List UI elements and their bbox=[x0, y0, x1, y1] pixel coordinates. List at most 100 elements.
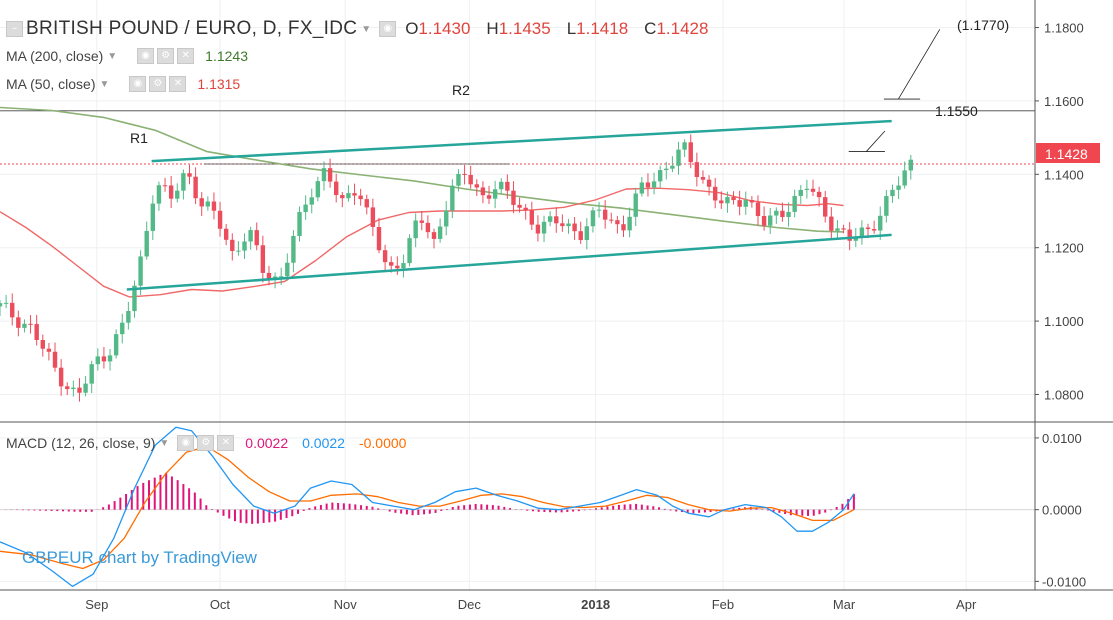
candle-body bbox=[829, 216, 834, 231]
close-value: 1.1428 bbox=[656, 19, 709, 38]
symbol-title[interactable]: BRITISH POUND / EURO, D, FX_IDC bbox=[26, 18, 358, 39]
candle-body bbox=[389, 262, 394, 266]
low-label: L bbox=[566, 19, 577, 38]
candle-body bbox=[401, 263, 406, 269]
eye-icon[interactable]: ◉ bbox=[177, 435, 195, 451]
candle-body bbox=[547, 216, 553, 222]
candle-body bbox=[278, 276, 284, 278]
watermark: GBPEUR chart by TradingView bbox=[22, 548, 257, 567]
candle-body bbox=[236, 250, 241, 252]
candle-body bbox=[786, 211, 791, 218]
ma50-value: 1.1315 bbox=[197, 76, 241, 92]
annotations bbox=[0, 29, 1035, 165]
last-price-tag: 1.1428 bbox=[1036, 143, 1100, 163]
candle-body bbox=[890, 189, 895, 197]
candle-body bbox=[737, 200, 742, 207]
close-icon[interactable]: ✕ bbox=[169, 76, 187, 92]
candle-body bbox=[774, 210, 779, 216]
candle-body bbox=[816, 191, 822, 198]
candle-body bbox=[615, 220, 620, 225]
candle-body bbox=[859, 227, 865, 238]
candle-body bbox=[486, 195, 492, 199]
candle-body bbox=[211, 201, 217, 211]
price-tick-label: 1.1200 bbox=[1044, 241, 1084, 256]
candle-body bbox=[908, 159, 913, 171]
candle-body bbox=[10, 302, 15, 318]
channel-lower-line bbox=[126, 233, 892, 291]
macd-line bbox=[0, 426, 855, 588]
close-label: C bbox=[644, 19, 657, 38]
candle-body bbox=[444, 210, 449, 227]
time-tick-label: Dec bbox=[458, 597, 482, 612]
candle-body bbox=[230, 239, 235, 251]
candle-body bbox=[266, 272, 272, 281]
candle-body bbox=[101, 356, 107, 362]
candle-body bbox=[499, 181, 504, 190]
eye-icon[interactable]: ◉ bbox=[129, 76, 147, 92]
gear-icon[interactable]: ⚙ bbox=[197, 435, 215, 451]
candle-body bbox=[187, 173, 192, 177]
candle-body bbox=[865, 227, 871, 230]
ma50-path bbox=[0, 187, 844, 298]
time-tick-label: 2018 bbox=[581, 597, 610, 612]
ma50-line bbox=[0, 187, 844, 298]
candle-body bbox=[657, 170, 663, 182]
ma200-legend: MA (200, close) ▼ ◉ ⚙ ✕ 1.1243 bbox=[6, 48, 248, 64]
chevron-down-icon[interactable]: ▼ bbox=[361, 23, 372, 35]
candle-body bbox=[670, 165, 675, 169]
candle-body bbox=[40, 340, 45, 349]
candle-body bbox=[126, 311, 131, 323]
candle-body bbox=[768, 215, 773, 226]
ma200-line bbox=[0, 106, 844, 233]
candle-body bbox=[749, 200, 755, 203]
eye-icon[interactable]: ◉ bbox=[379, 21, 397, 37]
candle-body bbox=[627, 216, 632, 231]
time-tick-label: Mar bbox=[833, 597, 856, 612]
close-icon[interactable]: ✕ bbox=[217, 435, 235, 451]
candle-body bbox=[107, 355, 113, 362]
candle-body bbox=[529, 210, 535, 225]
collapse-icon[interactable]: – bbox=[6, 21, 23, 37]
candle-body bbox=[376, 227, 382, 251]
ma50-legend: MA (50, close) ▼ ◉ ⚙ ✕ 1.1315 bbox=[6, 76, 240, 92]
ma50-label[interactable]: MA (50, close) bbox=[6, 76, 96, 92]
label-r2: R2 bbox=[452, 82, 470, 98]
time-tick-label: Feb bbox=[712, 597, 734, 612]
candle-body bbox=[0, 303, 3, 307]
macd-label[interactable]: MACD (12, 26, close, 9) bbox=[6, 435, 156, 451]
close-icon[interactable]: ✕ bbox=[177, 48, 195, 64]
gear-icon[interactable]: ⚙ bbox=[157, 48, 175, 64]
ma200-label[interactable]: MA (200, close) bbox=[6, 48, 104, 64]
candle-body bbox=[321, 168, 327, 182]
candle-body bbox=[474, 184, 479, 188]
candlesticks bbox=[0, 134, 913, 402]
candle-body bbox=[83, 383, 88, 393]
candle-body bbox=[407, 238, 412, 264]
candle-body bbox=[792, 195, 797, 212]
candle-body bbox=[52, 351, 58, 368]
gear-icon[interactable]: ⚙ bbox=[149, 76, 167, 92]
chevron-down-icon[interactable]: ▼ bbox=[159, 437, 170, 449]
candle-body bbox=[352, 193, 357, 196]
candle-body bbox=[315, 181, 321, 198]
price-tick-label: 1.1800 bbox=[1044, 21, 1084, 36]
chevron-down-icon[interactable]: ▼ bbox=[99, 78, 110, 90]
high-value: 1.1435 bbox=[498, 19, 551, 38]
candle-body bbox=[419, 220, 424, 223]
candle-body bbox=[584, 226, 590, 241]
eye-icon[interactable]: ◉ bbox=[137, 48, 155, 64]
candle-body bbox=[700, 177, 706, 180]
ma200-value: 1.1243 bbox=[205, 48, 248, 64]
macd-tick-label: -0.0100 bbox=[1042, 574, 1086, 589]
macd-signal-value: -0.0000 bbox=[358, 435, 407, 451]
chevron-down-icon[interactable]: ▼ bbox=[107, 50, 118, 62]
candle-body bbox=[712, 186, 718, 201]
candle-body bbox=[431, 232, 437, 239]
candle-body bbox=[65, 386, 70, 390]
candle-body bbox=[205, 201, 211, 207]
candle-body bbox=[535, 224, 541, 234]
candle-body bbox=[3, 302, 9, 304]
target1-leader bbox=[865, 130, 886, 152]
